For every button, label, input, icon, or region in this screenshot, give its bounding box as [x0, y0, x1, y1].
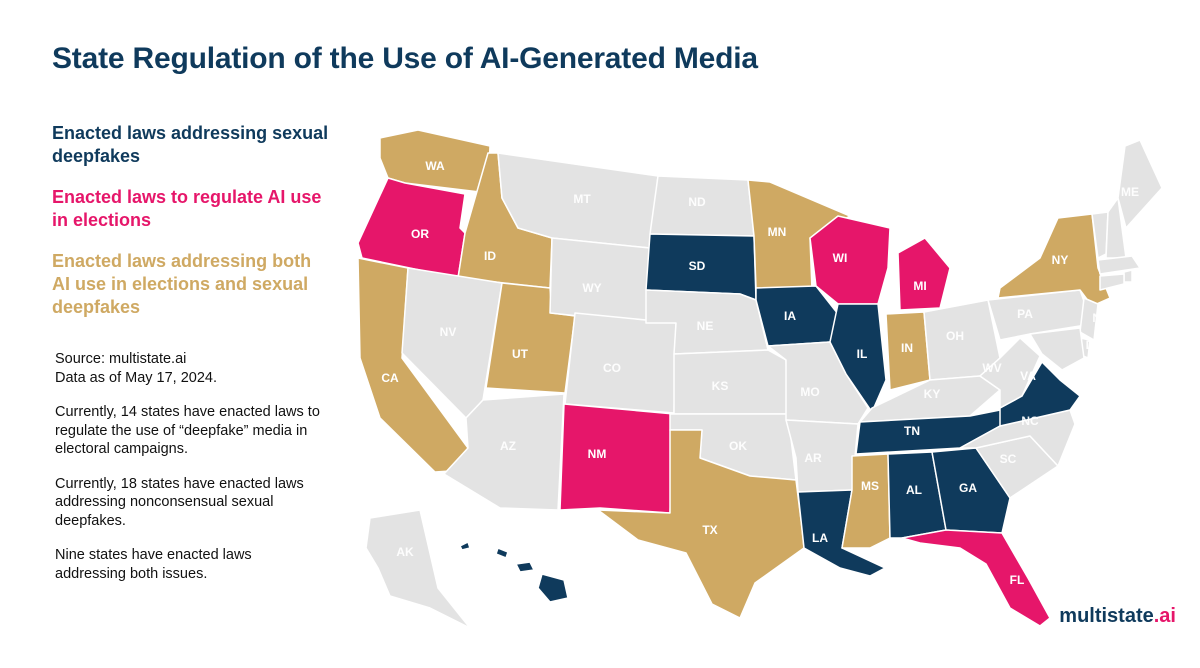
label-WY: WY [582, 281, 601, 295]
label-NC: NC [1021, 414, 1039, 428]
label-VT: VT [1082, 199, 1098, 213]
state-TX [597, 429, 805, 619]
label-SC: SC [1000, 452, 1017, 466]
label-MT: MT [573, 192, 591, 206]
label-MN: MN [768, 225, 787, 239]
label-CT: CT [1117, 287, 1134, 301]
note-elections: Currently, 14 states have enacted laws t… [55, 404, 320, 457]
label-NM: NM [588, 447, 607, 461]
legend-item-both: Enacted laws addressing both AI use in e… [52, 251, 312, 317]
label-ME: ME [1121, 185, 1139, 199]
label-MO: MO [800, 385, 819, 399]
label-FL: FL [1010, 573, 1025, 587]
state-MI [897, 237, 951, 311]
state-MA [1097, 255, 1141, 275]
label-VA: VA [1020, 369, 1036, 383]
brand-logo: multistate.ai [1059, 605, 1176, 628]
label-MS: MS [861, 479, 879, 493]
state-IA [755, 285, 839, 347]
label-IA: IA [784, 309, 796, 323]
state-MD [1029, 327, 1085, 371]
label-WI: WI [833, 251, 848, 265]
state-NJ [1079, 297, 1099, 341]
label-DE: DE [1086, 338, 1103, 352]
legend-item-elections: Enacted laws to regulate AI use in elect… [52, 187, 322, 230]
state-CT [1099, 273, 1125, 291]
label-KY: KY [924, 387, 941, 401]
state-KS [673, 349, 789, 415]
label-GA: GA [959, 481, 977, 495]
label-CO: CO [603, 361, 621, 375]
label-OR: OR [411, 227, 429, 241]
brand-main: multistate [1059, 605, 1154, 627]
state-WI [809, 215, 891, 305]
page-title: State Regulation of the Use of AI-Genera… [52, 42, 758, 75]
label-AL: AL [906, 483, 922, 497]
state-MN [747, 179, 851, 291]
label-LA: LA [812, 531, 828, 545]
state-WV [979, 337, 1041, 409]
brand-accent: .ai [1153, 605, 1176, 627]
label-AZ: AZ [500, 439, 516, 453]
state-HI [459, 541, 569, 603]
label-CA: CA [381, 371, 399, 385]
legend-item-deepfakes: Enacted laws addressing sexual deepfakes [52, 123, 329, 166]
state-NM [559, 403, 675, 514]
label-MA: MA [1146, 263, 1165, 277]
label-NV: NV [440, 325, 457, 339]
label-NH: NH [1127, 241, 1144, 255]
notes: Source: multistate.ai Data as of May 17,… [55, 350, 325, 599]
state-AR [785, 419, 859, 493]
label-OK: OK [729, 439, 747, 453]
label-MD: MD [1085, 359, 1104, 373]
label-NJ: NJ [1092, 311, 1107, 325]
label-AR: AR [804, 451, 822, 465]
state-ME [1117, 139, 1163, 229]
label-NE: NE [697, 319, 714, 333]
note-deepfakes: Currently, 18 states have enacted laws a… [55, 475, 304, 529]
label-IL: IL [857, 347, 868, 361]
legend: Enacted laws addressing sexual deepfakes… [52, 122, 332, 337]
label-KS: KS [712, 379, 729, 393]
label-WV: WV [982, 361, 1001, 375]
label-NY: NY [1052, 253, 1069, 267]
label-PA: PA [1017, 307, 1033, 321]
label-TX: TX [702, 523, 717, 537]
label-WA: WA [425, 159, 445, 173]
label-ID: ID [484, 249, 496, 263]
label-TN: TN [904, 424, 920, 438]
source-text: Source: multistate.ai [55, 351, 187, 367]
state-AK [365, 509, 471, 629]
us-map: WA OR CA ID NV UT AZ MT WY CO NM ND SD N… [357, 129, 1165, 629]
date-text: Data as of May 17, 2024. [55, 369, 218, 386]
label-OH: OH [946, 329, 964, 343]
label-AK: AK [396, 545, 414, 559]
state-RI [1123, 269, 1133, 283]
state-FL [901, 529, 1051, 627]
label-SD: SD [689, 259, 706, 273]
label-IN: IN [901, 341, 913, 355]
label-MI: MI [913, 279, 926, 293]
label-UT: UT [512, 347, 529, 361]
state-WA [379, 129, 491, 194]
label-HI: HI [518, 585, 530, 599]
label-RI: RI [1140, 277, 1152, 291]
label-ND: ND [688, 195, 706, 209]
note-both: Nine states have enacted laws addressing… [55, 547, 252, 582]
